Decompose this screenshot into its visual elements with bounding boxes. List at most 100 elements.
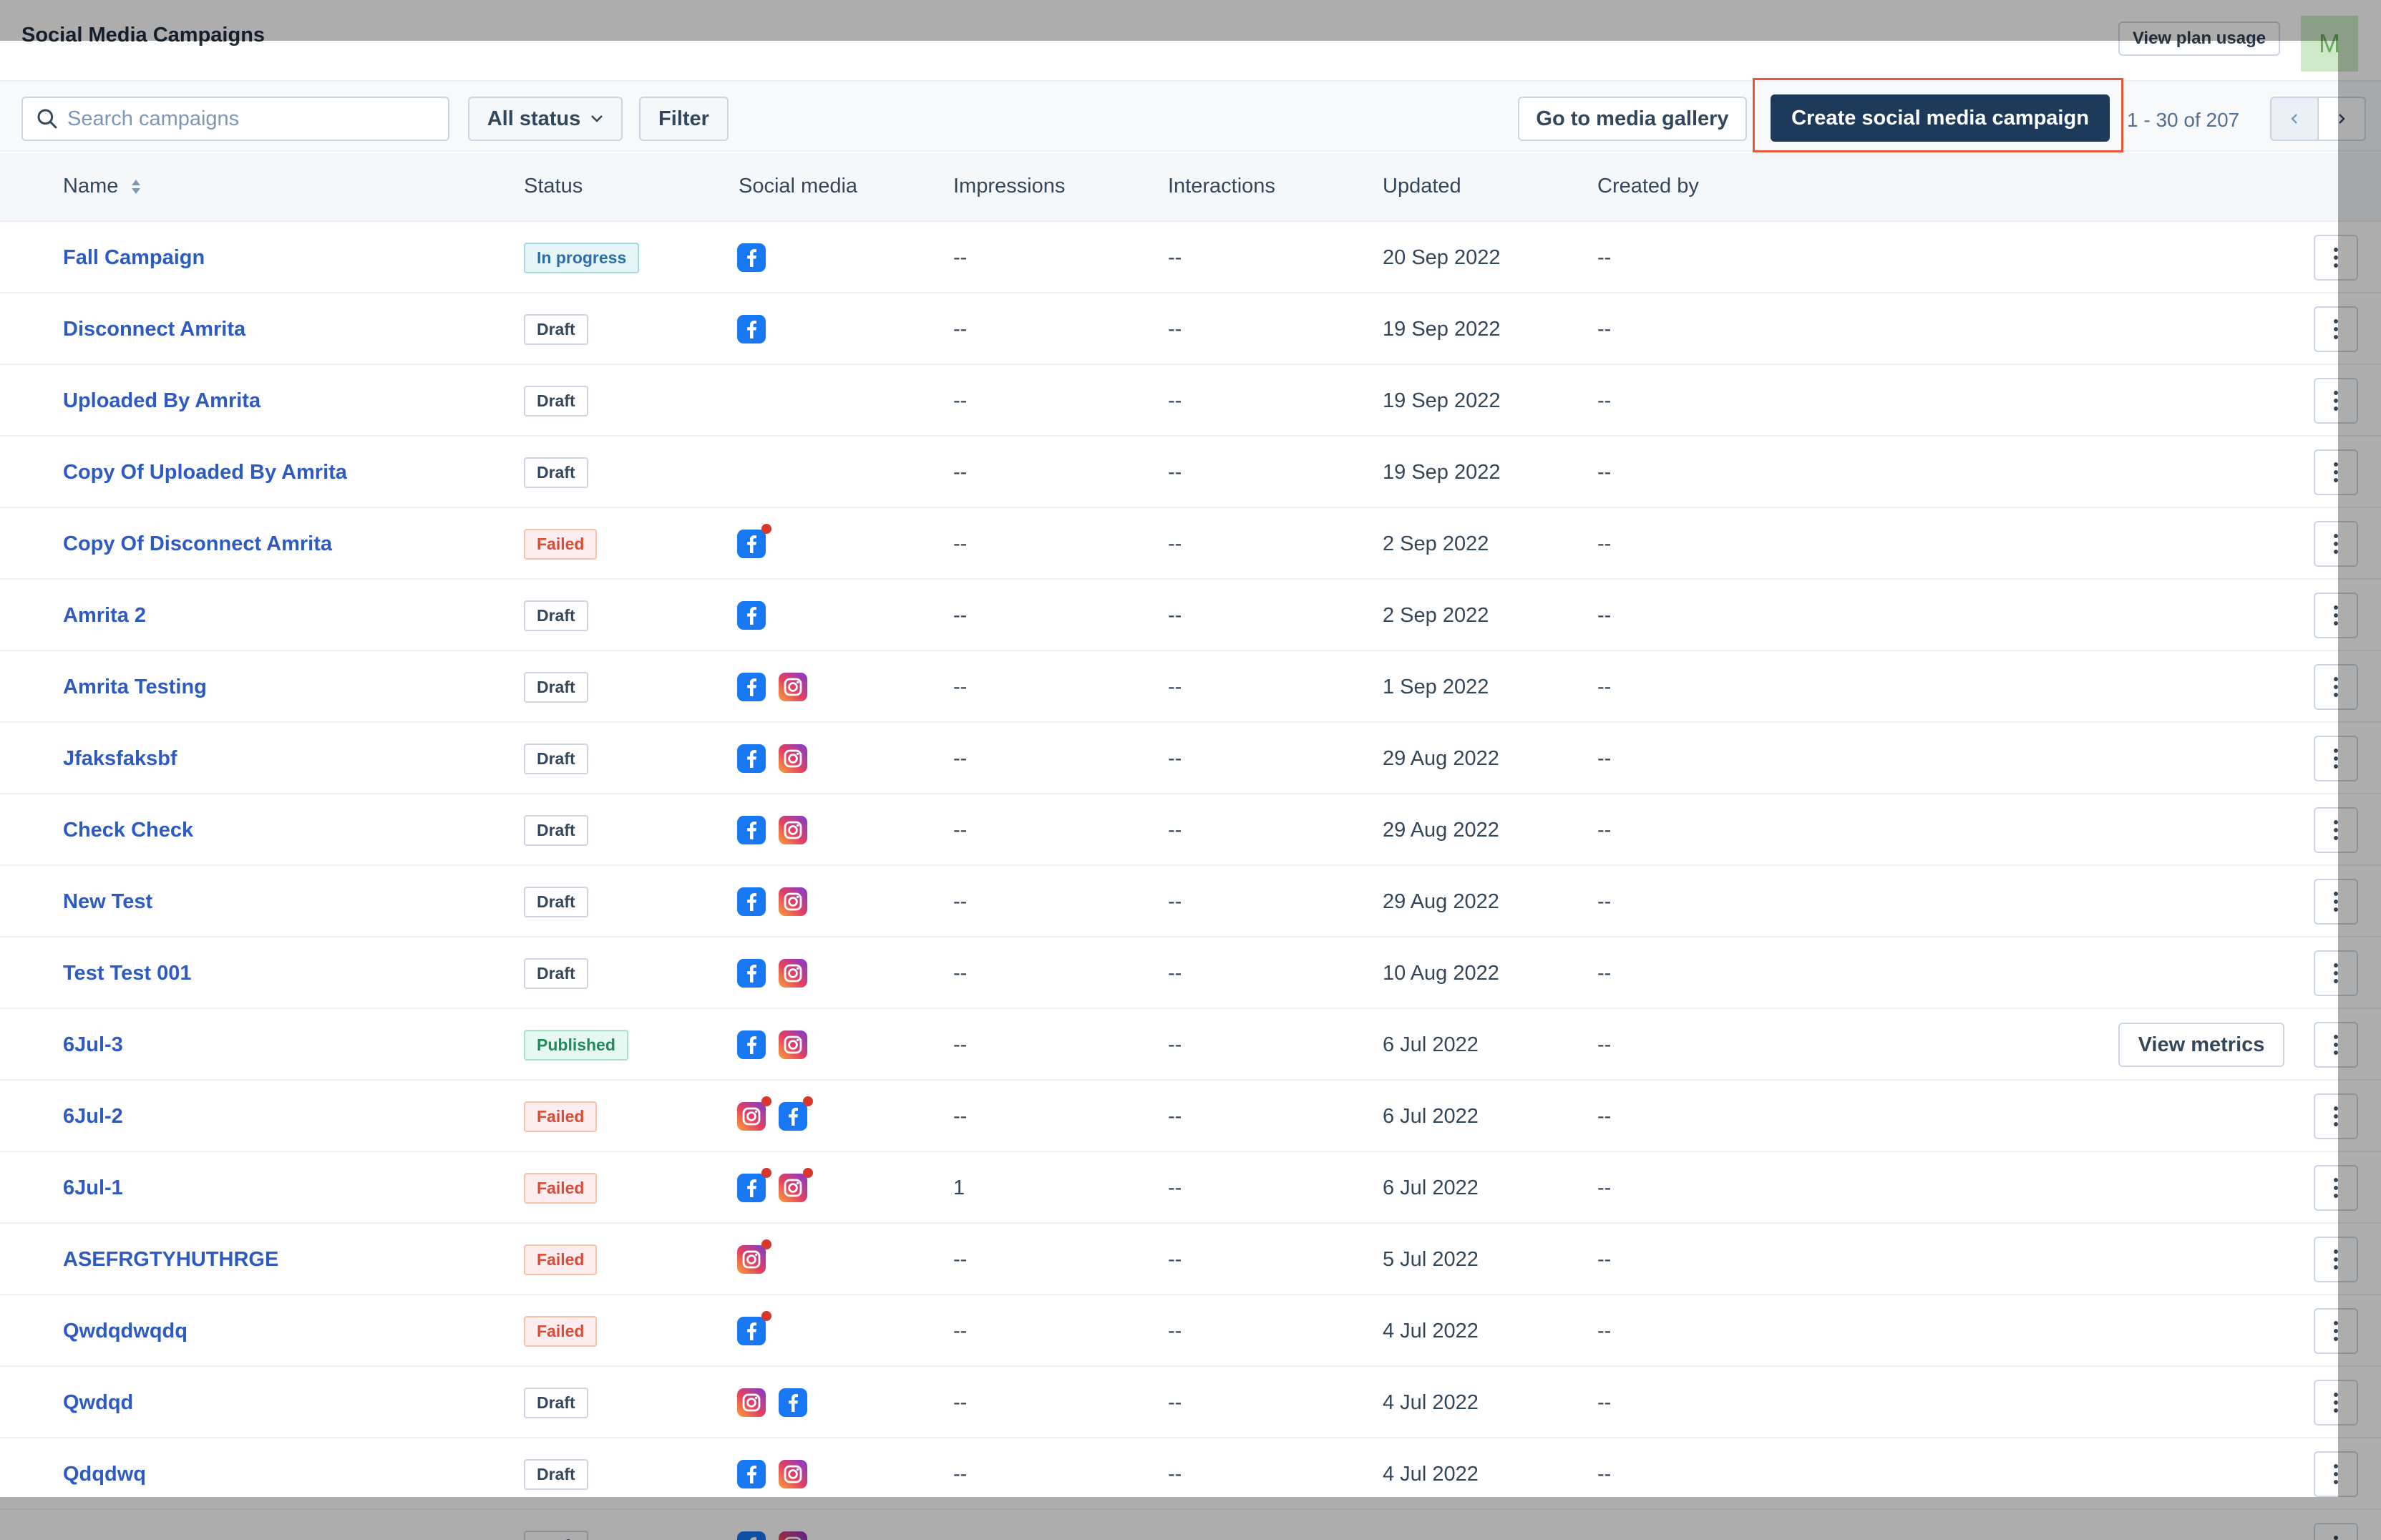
campaign-name-link[interactable]: Disconnect Amrita xyxy=(63,317,246,341)
page-title: Social Media Campaigns xyxy=(21,24,266,47)
table-row[interactable]: Draft xyxy=(0,1510,2381,1540)
table-row[interactable]: 6Jul-2 Failed -- -- 6 Jul 2022 -- xyxy=(0,1081,2381,1152)
table-row[interactable]: New Test Draft -- -- 29 Aug 2022 -- xyxy=(0,866,2381,937)
row-actions-button[interactable] xyxy=(2314,1022,2358,1068)
avatar[interactable]: M xyxy=(2301,16,2358,72)
row-actions-button[interactable] xyxy=(2314,879,2358,925)
search-input[interactable] xyxy=(67,107,425,131)
row-actions-button[interactable] xyxy=(2314,1451,2358,1497)
instagram-icon xyxy=(779,959,807,988)
error-dot-icon xyxy=(803,1168,813,1178)
table-row[interactable]: ASEFRGTYHUTHRGE Failed -- -- 5 Jul 2022 -- xyxy=(0,1224,2381,1295)
status-badge: Draft xyxy=(524,600,588,631)
row-actions-button[interactable] xyxy=(2314,1380,2358,1426)
table-row[interactable]: Jfaksfaksbf Draft -- -- 29 Aug 2022 -- xyxy=(0,723,2381,794)
social-media-cell xyxy=(737,293,779,365)
campaign-name-link[interactable]: 6Jul-3 xyxy=(63,1033,123,1056)
row-actions-button[interactable] xyxy=(2314,664,2358,710)
campaign-name-link[interactable]: Uploaded By Amrita xyxy=(63,389,261,412)
impressions-cell: -- xyxy=(953,746,968,770)
table-row[interactable]: Qwdqdwqdq Failed -- -- 4 Jul 2022 -- xyxy=(0,1295,2381,1367)
row-actions-button[interactable] xyxy=(2314,807,2358,853)
more-vertical-icon xyxy=(2334,534,2338,554)
campaign-name-link[interactable]: Copy Of Uploaded By Amrita xyxy=(63,460,347,484)
table-row[interactable]: Amrita Testing Draft -- -- 1 Sep 2022 -- xyxy=(0,651,2381,723)
row-actions-button[interactable] xyxy=(2314,521,2358,567)
campaign-name-link[interactable]: Test Test 001 xyxy=(63,961,192,985)
campaign-name-link[interactable]: New Test xyxy=(63,890,153,913)
campaign-name-link[interactable]: 6Jul-2 xyxy=(63,1104,123,1128)
row-actions-button[interactable] xyxy=(2314,1165,2358,1211)
row-actions-button[interactable] xyxy=(2314,1308,2358,1354)
table-row[interactable]: Fall Campaign In progress -- -- 20 Sep 2022 -… xyxy=(0,222,2381,293)
search-box[interactable] xyxy=(21,97,449,141)
campaign-name-link[interactable]: Fall Campaign xyxy=(63,245,205,269)
facebook-icon xyxy=(737,524,771,558)
media-gallery-button[interactable]: Go to media gallery xyxy=(1518,97,1747,141)
table-row[interactable]: Disconnect Amrita Draft -- -- 19 Sep 2022 -- xyxy=(0,293,2381,365)
next-page-button[interactable] xyxy=(2317,97,2366,141)
campaign-name-link[interactable]: ASEFRGTYHUTHRGE xyxy=(63,1247,279,1271)
social-media-cell xyxy=(737,1438,820,1510)
interactions-cell: -- xyxy=(1168,1176,1182,1199)
impressions-cell: -- xyxy=(953,389,968,412)
column-header-status: Status xyxy=(524,175,583,198)
status-badge: Draft xyxy=(524,385,588,416)
campaign-name-link[interactable]: Copy Of Disconnect Amrita xyxy=(63,532,332,555)
view-metrics-button[interactable]: View metrics xyxy=(2118,1023,2284,1067)
row-actions-button[interactable] xyxy=(2314,736,2358,781)
created-by-cell: -- xyxy=(1597,1104,1612,1128)
row-actions-button[interactable] xyxy=(2314,1523,2358,1540)
row-actions-button[interactable] xyxy=(2314,593,2358,638)
filter-button[interactable]: Filter xyxy=(639,97,729,141)
row-actions-button[interactable] xyxy=(2314,378,2358,424)
campaign-name-link[interactable]: Qwdqd xyxy=(63,1390,134,1414)
campaign-name-link[interactable]: Jfaksfaksbf xyxy=(63,746,177,770)
table-row[interactable]: Amrita 2 Draft -- -- 2 Sep 2022 -- xyxy=(0,580,2381,651)
status-cell: Failed xyxy=(524,1295,598,1367)
view-plan-usage-button[interactable]: View plan usage xyxy=(2118,21,2280,56)
campaign-name-link[interactable]: Amrita Testing xyxy=(63,675,207,698)
status-cell: Draft xyxy=(524,1438,588,1510)
instagram-icon xyxy=(779,1030,807,1059)
more-vertical-icon xyxy=(2334,677,2338,697)
create-campaign-button[interactable]: Create social media campaign xyxy=(1771,94,2110,142)
table-row[interactable]: Copy Of Uploaded By Amrita Draft -- -- 19 Se… xyxy=(0,437,2381,508)
table-row[interactable]: 6Jul-1 Failed 1 -- 6 Jul 2022 -- xyxy=(0,1152,2381,1224)
table-row[interactable]: Qdqdwq Draft -- -- 4 Jul 2022 -- xyxy=(0,1438,2381,1510)
more-vertical-icon xyxy=(2334,1249,2338,1269)
more-vertical-icon xyxy=(2334,820,2338,840)
updated-cell: 1 Sep 2022 xyxy=(1383,675,1489,698)
campaign-name-link[interactable]: Check Check xyxy=(63,818,194,842)
created-by-cell: -- xyxy=(1597,818,1612,842)
status-filter-dropdown[interactable]: All status xyxy=(468,97,623,141)
updated-cell: 19 Sep 2022 xyxy=(1383,389,1501,412)
campaign-name-link[interactable]: Qwdqdwqdq xyxy=(63,1319,188,1342)
row-actions-button[interactable] xyxy=(2314,1093,2358,1139)
row-actions-button[interactable] xyxy=(2314,950,2358,996)
created-by-cell: -- xyxy=(1597,1176,1612,1199)
impressions-cell: -- xyxy=(953,818,968,842)
row-actions-button[interactable] xyxy=(2314,306,2358,352)
table-row[interactable]: Check Check Draft -- -- 29 Aug 2022 -- xyxy=(0,794,2381,866)
impressions-cell: -- xyxy=(953,603,968,627)
social-media-cell xyxy=(737,794,820,866)
campaign-name-link[interactable]: Amrita 2 xyxy=(63,603,147,627)
row-actions-button[interactable] xyxy=(2314,235,2358,281)
impressions-cell: -- xyxy=(953,1462,968,1486)
campaign-name-link[interactable]: Qdqdwq xyxy=(63,1462,146,1486)
table-row[interactable]: Test Test 001 Draft -- -- 10 Aug 2022 -- xyxy=(0,937,2381,1009)
table-row[interactable]: Uploaded By Amrita Draft -- -- 19 Sep 2022 -- xyxy=(0,365,2381,437)
campaign-name-link[interactable]: 6Jul-1 xyxy=(63,1176,123,1199)
table-row[interactable]: Qwdqd Draft -- -- 4 Jul 2022 -- xyxy=(0,1367,2381,1438)
table-row[interactable]: Copy Of Disconnect Amrita Failed -- -- 2 Sep… xyxy=(0,508,2381,580)
table-row[interactable]: 6Jul-3 Published -- -- 6 Jul 2022 -- View metr… xyxy=(0,1009,2381,1081)
social-media-cell xyxy=(737,723,820,794)
row-actions-button[interactable] xyxy=(2314,449,2358,495)
status-badge: Draft xyxy=(524,671,588,703)
previous-page-button[interactable] xyxy=(2270,97,2319,141)
error-dot-icon xyxy=(761,1096,771,1106)
row-actions-button[interactable] xyxy=(2314,1237,2358,1282)
column-header-name[interactable]: Name xyxy=(63,175,142,198)
updated-cell: 29 Aug 2022 xyxy=(1383,746,1499,770)
